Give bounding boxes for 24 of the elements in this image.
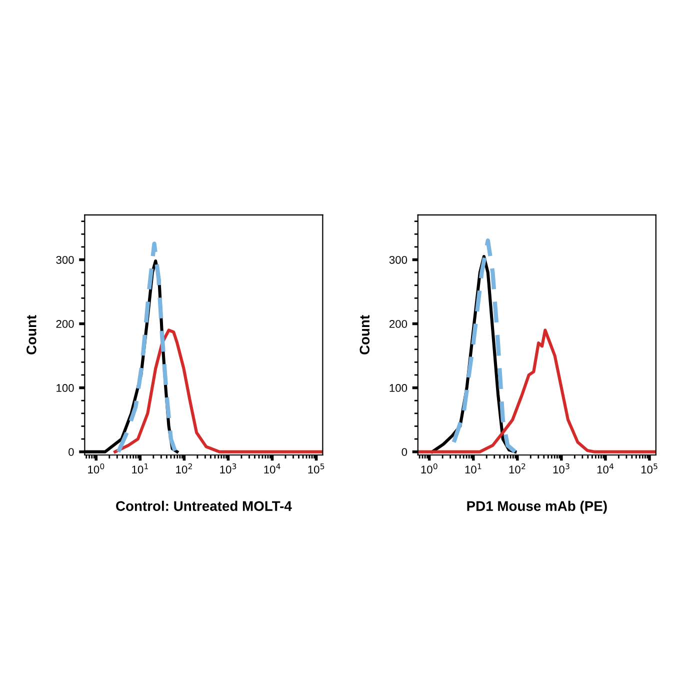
x-axis-title: PD1 Mouse mAb (PE)	[467, 500, 607, 514]
x-tick-label: 10$^{3}$	[220, 463, 236, 474]
y-axis-title: Count	[360, 315, 370, 354]
y-tick-label: 300	[389, 256, 408, 264]
x-tick-label: 10$^{1}$	[465, 463, 482, 474]
y-tick-label: 300	[56, 256, 74, 264]
x-axis-title: Control: Untreated MOLT-4	[116, 500, 292, 511]
y-tick-label: 0	[402, 448, 408, 456]
x-tick-label: 10$^{3}$	[553, 463, 570, 474]
y-tick-label: 200	[56, 320, 74, 328]
x-tick-label: 10$^{0}$	[88, 463, 104, 474]
y-tick-label: 100	[390, 384, 408, 392]
x-tick-label: 10$^{4}$	[264, 463, 280, 474]
x-tick-label: 10$^{5}$	[641, 463, 658, 474]
x-tick-label: 10$^{2}$	[176, 463, 192, 474]
x-tick-label: 10$^{4}$	[597, 463, 614, 474]
x-tick-label: 10$^{0}$	[421, 463, 438, 474]
y-tick-label: 200	[390, 320, 408, 328]
x-tick-label: 10$^{2}$	[509, 463, 526, 474]
y-axis-title: Count	[26, 315, 36, 354]
y-tick-label: 0	[68, 448, 74, 456]
x-tick-label: 10$^{5}$	[308, 463, 324, 474]
y-tick-label: 100	[56, 384, 74, 392]
x-tick-label: 10$^{1}$	[132, 463, 148, 474]
